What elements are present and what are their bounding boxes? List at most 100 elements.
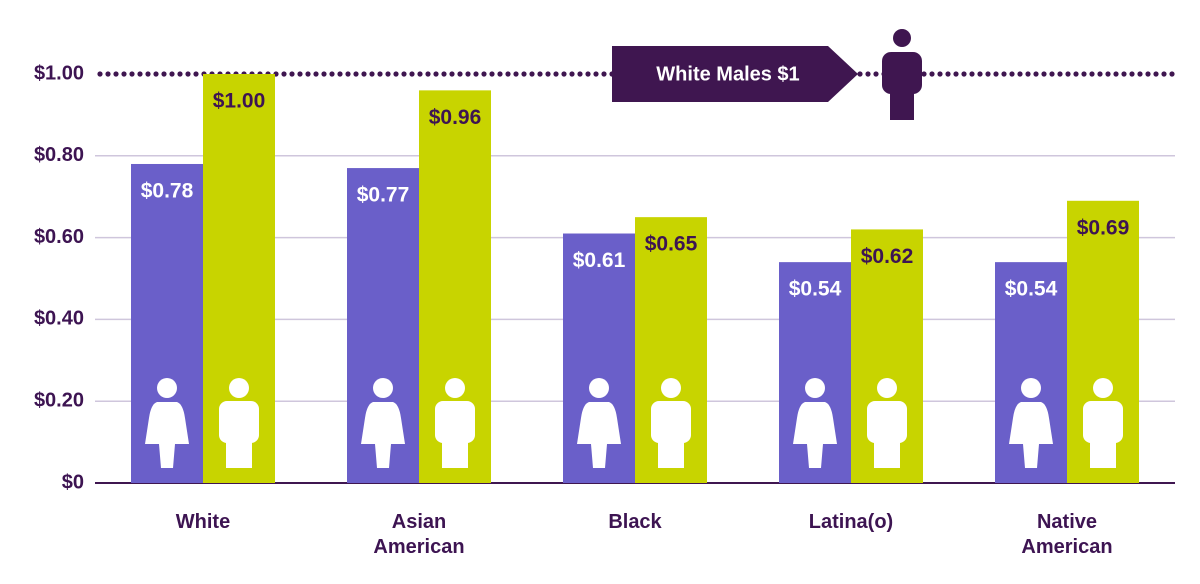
woman-icon [589,378,609,398]
value-label: $1.00 [213,90,266,113]
woman-icon [361,402,405,468]
value-label: $0.65 [645,233,698,256]
grid-dot [145,71,151,77]
grid-dot [441,71,447,77]
woman-icon [145,402,189,468]
grid-dot [865,71,871,77]
man-icon [1090,430,1116,468]
grid-dot [929,71,935,77]
grid-dot [425,71,431,77]
grid-dot [1033,71,1039,77]
grid-dot [1073,71,1079,77]
grid-dot [1081,71,1087,77]
grid-dot [377,71,383,77]
man-icon [874,430,900,468]
grid-dot [305,71,311,77]
value-label: $0.62 [861,245,914,268]
grid-dot [185,71,191,77]
grid-dot [361,71,367,77]
grid-dot [97,71,103,77]
value-label: $0.78 [141,180,194,203]
grid-dot [961,71,967,77]
grid-dot [953,71,959,77]
grid-dot [969,71,975,77]
grid-dot [1017,71,1023,77]
y-tick-label: $0.80 [34,144,84,166]
man-icon [877,378,897,398]
man-icon [445,378,465,398]
grid-dot [393,71,399,77]
value-label: $0.69 [1077,216,1130,239]
grid-dot [489,71,495,77]
grid-dot [1113,71,1119,77]
grid-dot [193,71,199,77]
grid-dot [497,71,503,77]
grid-dot [1169,71,1175,77]
value-label: $0.61 [573,249,626,272]
x-tick-label: Asian American [373,511,465,558]
x-tick-label: Native American [1021,511,1113,558]
grid-dot [1161,71,1167,77]
grid-dot [129,71,135,77]
man-icon [226,430,252,468]
person-icon [890,84,914,120]
grid-dot [169,71,175,77]
y-tick-label: $1.00 [34,62,84,84]
grid-dot [873,71,879,77]
woman-icon [577,402,621,468]
grid-dot [353,71,359,77]
grid-dot [281,71,287,77]
grid-dot [465,71,471,77]
grid-dot [1105,71,1111,77]
grid-dot [1153,71,1159,77]
grid-dot [369,71,375,77]
woman-icon [1021,378,1041,398]
grid-dot [409,71,415,77]
grid-dot [321,71,327,77]
grid-dot [577,71,583,77]
grid-dot [105,71,111,77]
grid-dot [433,71,439,77]
grid-dot [329,71,335,77]
grid-dot [113,71,119,77]
grid-dot [1121,71,1127,77]
man-icon [229,378,249,398]
grid-dot [977,71,983,77]
grid-dot [513,71,519,77]
grid-dot [537,71,543,77]
woman-icon [1009,402,1053,468]
grid-dot [601,71,607,77]
grid-dot [593,71,599,77]
grid-dot [585,71,591,77]
grid-dot [1041,71,1047,77]
grid-dot [121,71,127,77]
grid-dot [993,71,999,77]
grid-dot [177,71,183,77]
grid-dot [857,71,863,77]
grid-dot [1097,71,1103,77]
value-label: $0.54 [789,278,842,301]
value-label: $0.96 [429,106,482,129]
grid-dot [385,71,391,77]
value-label: $0.54 [1005,278,1058,301]
grid-dot [449,71,455,77]
grid-dot [1049,71,1055,77]
man-icon [658,430,684,468]
grid-dot [297,71,303,77]
grid-dot [401,71,407,77]
grid-dot [1145,71,1151,77]
y-tick-label: $0.20 [34,389,84,411]
grid-dot [417,71,423,77]
grid-dot [505,71,511,77]
grid-dot [1025,71,1031,77]
grid-dot [345,71,351,77]
woman-icon [793,402,837,468]
grid-dot [1137,71,1143,77]
grid-dot [1129,71,1135,77]
y-tick-label: $0.60 [34,226,84,248]
grid-dot [553,71,559,77]
grid-dot [457,71,463,77]
x-tick-label: Latina(o) [808,511,894,533]
